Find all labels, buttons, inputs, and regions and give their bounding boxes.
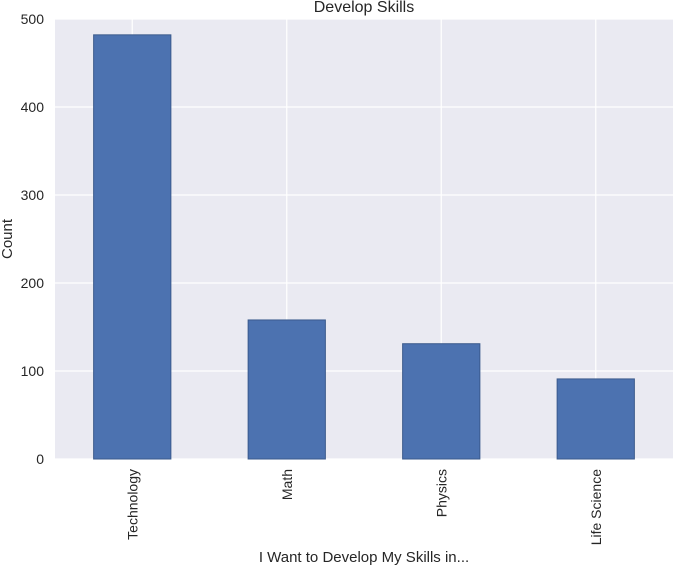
bar-technology (93, 34, 172, 460)
y-tick-label: 200 (21, 275, 45, 291)
x-tick-label: Math (279, 469, 295, 500)
y-tick-label: 300 (21, 187, 45, 203)
bar-life-science (556, 378, 635, 460)
x-tick-label: Technology (124, 469, 140, 540)
y-tick-label: 100 (21, 363, 45, 379)
bar-physics (402, 343, 481, 460)
x-tick-label: Life Science (588, 469, 604, 545)
x-tick-labels: Technology Math Physics Life Science (124, 469, 604, 545)
x-tick-label: Physics (433, 469, 449, 517)
y-axis-title: Count (0, 218, 16, 259)
bar-math (247, 319, 326, 460)
x-axis-title: I Want to Develop My Skills in... (259, 549, 469, 565)
bars (93, 34, 635, 460)
y-tick-label: 500 (21, 11, 45, 27)
y-tick-labels: 0 100 200 300 400 500 (21, 11, 45, 467)
y-tick-label: 400 (21, 99, 45, 115)
chart-title: Develop Skills (314, 0, 414, 16)
y-tick-label: 0 (36, 451, 44, 467)
